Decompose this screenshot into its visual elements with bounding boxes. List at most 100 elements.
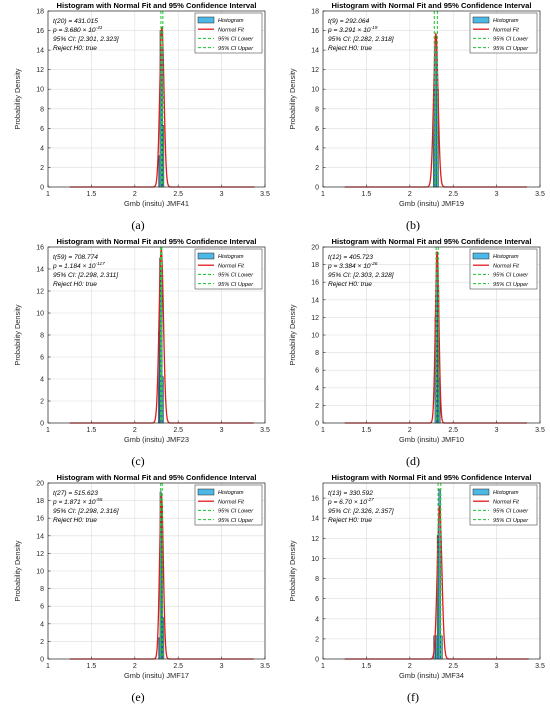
panel-e-x-tick-label: 1.5 xyxy=(87,663,97,670)
panel-e-stat-reject: Reject H0: true xyxy=(53,517,97,524)
panel-a-y-tick-label: 8 xyxy=(40,106,44,113)
panel-c-y-tick-label: 4 xyxy=(40,377,44,384)
panel-c-y-tick-label: 16 xyxy=(36,245,44,252)
panel-d-y-tick-label: 16 xyxy=(311,280,319,287)
panel-c-panel-label: (c) xyxy=(131,454,144,468)
panel-d-title: Histogram with Normal Fit and 95% Confid… xyxy=(331,237,531,246)
panel-c-y-tick-label: 2 xyxy=(40,399,44,406)
panel-a-y-axis-label: Probability Density xyxy=(13,68,22,130)
panel-c-x-axis-label: Gmb (insitu) JMF23 xyxy=(124,435,189,444)
panel-b-y-tick-label: 4 xyxy=(315,145,319,152)
panel-d-y-tick-label: 8 xyxy=(315,350,319,357)
panel-d-stat-p-base: p = 3.384 × 10 xyxy=(327,263,371,270)
panel-c-stat-p: p = 1.184 × 10-117 xyxy=(52,261,105,270)
chart-svg-d: Histogram with Normal Fit and 95% Confid… xyxy=(288,237,545,468)
panel-d-y-tick-label: 4 xyxy=(315,385,319,392)
panel-a-x-tick-label: 2 xyxy=(133,191,137,198)
panel-d-y-tick-label: 0 xyxy=(315,421,319,428)
panel-d-y-tick-label: 20 xyxy=(311,245,319,252)
chart-svg-a: Histogram with Normal Fit and 95% Confid… xyxy=(13,1,270,232)
panel-d-y-tick-label: 6 xyxy=(315,368,319,375)
panel-a-x-tick-label: 1.5 xyxy=(87,191,97,198)
panel-d-legend-label: Normal Fit xyxy=(493,263,519,269)
panel-a-y-tick-label: 10 xyxy=(36,87,44,94)
panel-b-stat-reject: Reject H0: true xyxy=(328,45,372,52)
panel-d-y-tick-label: 12 xyxy=(311,315,319,322)
panel-a-legend-label: 95% CI Upper xyxy=(218,46,254,52)
panel-a-axes-box xyxy=(47,10,266,188)
panel-c-y-tick-label: 12 xyxy=(36,289,44,296)
panel-e-stat-ci: 95% CI: [2.298, 2.316] xyxy=(53,508,119,515)
panel-e-legend: Histogram Normal Fit 95% CI Lower 95% CI Up… xyxy=(194,484,263,526)
panel-a-x-axis-label: Gmb (insitu) JMF41 xyxy=(124,199,189,208)
panel-e-x-tick-label: 2 xyxy=(133,663,137,670)
panel-f-x-tick-label: 1 xyxy=(321,663,325,670)
panel-f-y-tick-label: 2 xyxy=(315,636,319,643)
panel-f-legend-label: Histogram xyxy=(493,490,519,496)
panel-a-legend-label: 95% CI Lower xyxy=(218,37,254,43)
panel-a-stat-t: t(20) = 431.015 xyxy=(53,18,98,25)
panel-b-legend-swatch-histogram xyxy=(472,16,490,24)
panel-c-stat-ci: 95% CI: [2.298, 2.311] xyxy=(53,272,118,279)
panel-f-x-tick-label: 1.5 xyxy=(362,663,372,670)
panel-c-legend-label: 95% CI Upper xyxy=(218,282,254,288)
panel-d-y-tick-label: 10 xyxy=(311,333,319,340)
panel-f-legend-label: 95% CI Upper xyxy=(493,518,529,524)
panel-e-stat-p: p = 1.871 × 10-55 xyxy=(52,497,103,506)
panel-b-y-tick-label: 2 xyxy=(315,165,319,172)
panel-b-y-tick-label: 8 xyxy=(315,106,319,113)
chart-panel-d: Histogram with Normal Fit and 95% Confid… xyxy=(275,236,550,472)
panel-c-x-tick-label: 1.5 xyxy=(87,427,97,434)
panel-b-axes-box xyxy=(322,10,541,188)
panel-f-y-tick-label: 12 xyxy=(311,536,319,543)
panel-c-y-tick-label: 14 xyxy=(36,267,44,274)
panel-d-legend: Histogram Normal Fit 95% CI Lower 95% CI Up… xyxy=(469,248,538,290)
panel-c-legend-swatch-histogram xyxy=(197,252,215,260)
panel-c-x-tick-label: 2 xyxy=(133,427,137,434)
panel-a-legend: Histogram Normal Fit 95% CI Lower 95% CI Up… xyxy=(194,12,263,54)
panel-b-y-tick-label: 10 xyxy=(311,87,319,94)
panel-a-stat-p-exponent: -41 xyxy=(96,25,103,31)
panel-a-y-tick-label: 0 xyxy=(40,185,44,192)
panel-e-y-tick-label: 4 xyxy=(40,621,44,628)
panel-c-x-tick-label: 2.5 xyxy=(173,427,183,434)
panel-e-x-tick-label: 3.5 xyxy=(260,663,270,670)
panel-d-x-axis-label: Gmb (insitu) JMF10 xyxy=(399,435,464,444)
panel-b-stat-ci: 95% CI: [2.282, 2.318] xyxy=(328,36,394,43)
panel-b-y-tick-label: 14 xyxy=(311,48,319,55)
panel-e-legend-label: Histogram xyxy=(218,490,244,496)
panel-d-panel-label: (d) xyxy=(406,454,420,468)
panel-b-x-tick-label: 2.5 xyxy=(448,191,458,198)
chart-panel-e: Histogram with Normal Fit and 95% Confid… xyxy=(0,472,275,708)
panel-d-legend-label: 95% CI Lower xyxy=(493,273,529,279)
panel-c-y-tick-label: 6 xyxy=(40,355,44,362)
panel-f-x-tick-label: 2.5 xyxy=(448,663,458,670)
panel-e-title: Histogram with Normal Fit and 95% Confid… xyxy=(56,473,256,482)
panel-b-x-tick-label: 2 xyxy=(408,191,412,198)
panel-c-legend-label: Normal Fit xyxy=(218,263,244,269)
chart-svg-c: Histogram with Normal Fit and 95% Confid… xyxy=(13,237,270,468)
panel-a-stat-reject: Reject H0: true xyxy=(53,45,97,52)
panel-f-legend-label: 95% CI Lower xyxy=(493,509,529,515)
panel-d-stat-p: p = 3.384 × 10-26 xyxy=(327,261,378,270)
panel-d-x-tick-label: 1.5 xyxy=(362,427,372,434)
panel-d-stat-ci: 95% CI: [2.303, 2.328] xyxy=(328,272,394,279)
panel-c-legend: Histogram Normal Fit 95% CI Lower 95% CI Up… xyxy=(194,248,263,290)
panel-f-title: Histogram with Normal Fit and 95% Confid… xyxy=(331,473,531,482)
chart-panel-b: Histogram with Normal Fit and 95% Confid… xyxy=(275,0,550,236)
panel-e-x-tick-label: 1 xyxy=(46,663,50,670)
panel-f-y-tick-label: 10 xyxy=(311,556,319,563)
panel-f-stat-p-base: p = 6.70 × 10 xyxy=(327,499,367,506)
panel-f-x-tick-label: 2 xyxy=(408,663,412,670)
panel-f-y-tick-label: 4 xyxy=(315,616,319,623)
panel-f-stat-ci: 95% CI: [2.326, 2.357] xyxy=(328,508,394,515)
panel-a-x-tick-label: 1 xyxy=(46,191,50,198)
panel-e-y-tick-label: 6 xyxy=(40,604,44,611)
panel-f-y-tick-label: 6 xyxy=(315,596,319,603)
panel-e-y-tick-label: 8 xyxy=(40,586,44,593)
panel-d-x-tick-label: 3.5 xyxy=(535,427,545,434)
panel-f-stat-p-exponent: -27 xyxy=(367,497,374,503)
panel-b-x-axis-label: Gmb (insitu) JMF19 xyxy=(399,199,464,208)
panel-b-legend-label: Normal Fit xyxy=(493,27,519,33)
